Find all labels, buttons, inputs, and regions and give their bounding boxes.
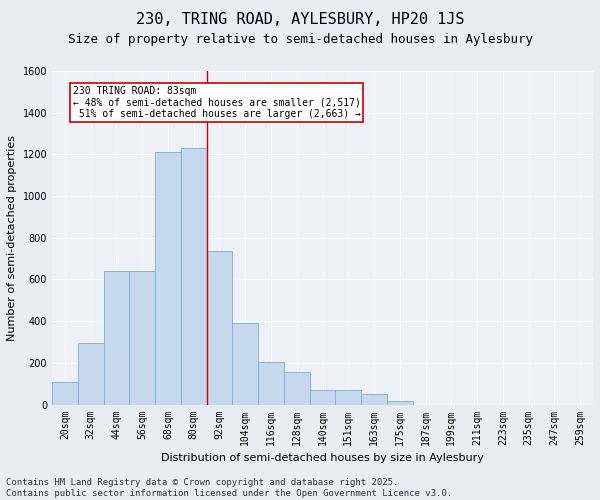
- Text: 230 TRING ROAD: 83sqm
← 48% of semi-detached houses are smaller (2,517)
 51% of : 230 TRING ROAD: 83sqm ← 48% of semi-deta…: [73, 86, 361, 118]
- Bar: [361, 394, 387, 404]
- Y-axis label: Number of semi-detached properties: Number of semi-detached properties: [7, 135, 17, 341]
- Text: 230, TRING ROAD, AYLESBURY, HP20 1JS: 230, TRING ROAD, AYLESBURY, HP20 1JS: [136, 12, 464, 28]
- Bar: [129, 271, 155, 404]
- Bar: [232, 324, 258, 404]
- Bar: [52, 382, 78, 404]
- Bar: [387, 402, 413, 404]
- Bar: [335, 390, 361, 404]
- Bar: [155, 152, 181, 404]
- Bar: [181, 148, 206, 405]
- Text: Size of property relative to semi-detached houses in Aylesbury: Size of property relative to semi-detach…: [67, 32, 533, 46]
- Bar: [258, 362, 284, 405]
- Text: Contains HM Land Registry data © Crown copyright and database right 2025.
Contai: Contains HM Land Registry data © Crown c…: [6, 478, 452, 498]
- Bar: [104, 271, 129, 404]
- Bar: [78, 343, 104, 404]
- Bar: [310, 390, 335, 404]
- Bar: [284, 372, 310, 404]
- Bar: [206, 252, 232, 404]
- X-axis label: Distribution of semi-detached houses by size in Aylesbury: Distribution of semi-detached houses by …: [161, 453, 484, 463]
